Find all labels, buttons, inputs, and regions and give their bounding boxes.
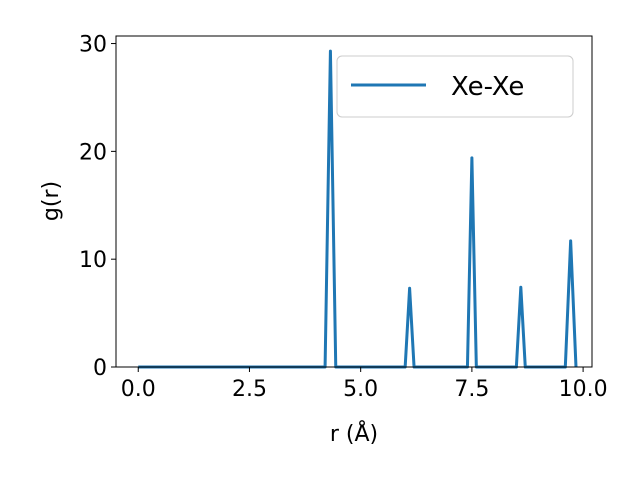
legend: Xe-Xe	[336, 55, 574, 118]
x-tick-label: 0.0	[121, 377, 156, 402]
x-tick-label: 2.5	[232, 377, 267, 402]
plot-frame	[115, 35, 593, 368]
y-tick-label: 30	[79, 33, 107, 58]
y-tick-label: 10	[79, 248, 107, 273]
x-tick-label: 5.0	[343, 377, 378, 402]
x-axis-label: r (Å)	[330, 420, 378, 447]
legend-box	[336, 55, 574, 118]
ticks-layer: 0.0 2.5 5.0 7.5 10.0 0 10 20 30	[79, 33, 608, 402]
y-tick-label: 20	[79, 140, 107, 165]
legend-entry-xe-xe: Xe-Xe	[451, 72, 524, 102]
y-tick-label: 0	[93, 356, 107, 381]
x-tick-label: 10.0	[559, 377, 608, 402]
x-tick-label: 7.5	[454, 377, 489, 402]
y-axis-label: g(r)	[39, 181, 64, 221]
